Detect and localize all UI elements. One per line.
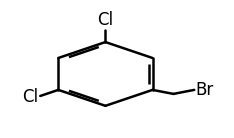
Text: Cl: Cl [22,87,38,106]
Text: Cl: Cl [97,11,113,29]
Text: Br: Br [196,81,214,99]
